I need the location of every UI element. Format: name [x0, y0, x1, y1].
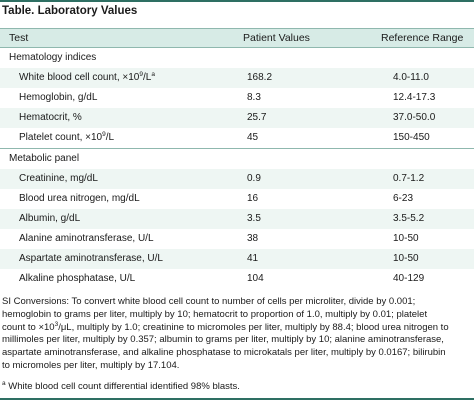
note-text: /μL, multiply by 1.0; creatinine to micr… — [58, 321, 449, 333]
row-test-name: Hematocrit, % — [19, 112, 82, 123]
note-line: millimoles per liter, multiply by 0.357;… — [2, 334, 444, 346]
row-patient-value: 25.7 — [247, 112, 267, 123]
row-reference-range: 150-450 — [393, 132, 430, 143]
row-test-name: Albumin, g/dL — [19, 213, 81, 224]
footnote-text: White blood cell count differential iden… — [5, 381, 240, 392]
row-patient-value: 3.5 — [247, 213, 261, 224]
row-patient-value: 41 — [247, 253, 259, 264]
row-patient-value: 45 — [247, 132, 259, 143]
note-line: SI Conversions: To convert white blood c… — [2, 296, 416, 307]
footnote: a White blood cell count differential id… — [2, 380, 472, 394]
row-reference-range: 6-23 — [393, 193, 414, 204]
row-reference-range: 37.0-50.0 — [393, 112, 436, 123]
table-row: White blood cell count, ×109/La 168.2 4.… — [0, 68, 474, 88]
section-label-text: Hematology indices — [9, 52, 97, 63]
row-test-name: White blood cell count, ×109/La — [19, 68, 155, 88]
row-test-name: Creatinine, mg/dL — [19, 173, 98, 184]
row-test-name: Platelet count, ×109/L — [19, 128, 114, 148]
header-reference-range: Reference Range — [381, 32, 464, 44]
superscript: 9 — [139, 71, 143, 78]
superscript: 9 — [102, 131, 106, 138]
row-patient-value: 168.2 — [247, 72, 273, 83]
footnote-marker: a — [151, 71, 155, 78]
table-row: Creatinine, mg/dL 0.9 0.7-1.2 — [0, 169, 474, 189]
table-row: Alanine aminotransferase, U/L 38 10-50 — [0, 229, 474, 249]
spacer-transparent — [0, 269, 474, 289]
table-row: Albumin, g/dL 3.5 3.5-5.2 — [0, 209, 474, 229]
table-row: Blood urea nitrogen, mg/dL 16 6-23 — [0, 189, 474, 209]
section-label-text: Metabolic panel — [9, 153, 80, 164]
superscript: 3 — [54, 320, 59, 328]
section-divider — [0, 148, 474, 149]
row-test-name: Blood urea nitrogen, mg/dL — [19, 193, 140, 204]
note-line: hemoglobin to grams per liter, multiply … — [2, 308, 428, 320]
table-row: Hematocrit, % 25.7 37.0-50.0 — [0, 108, 474, 128]
table-row: Hemoglobin, g/dL 8.3 12.4-17.3 — [0, 88, 474, 108]
note-line: aspartate aminotransferase, and alkaline… — [2, 347, 446, 359]
row-reference-range: 3.5-5.2 — [393, 213, 425, 224]
note-line: count to ×103/μL, multiply by 1.0; creat… — [2, 320, 472, 335]
header-test: Test — [9, 32, 29, 44]
test-name-text: White blood cell count, ×10 — [19, 72, 140, 83]
test-name-text: Platelet count, ×10 — [19, 132, 103, 143]
row-reference-range: 10-50 — [393, 253, 419, 264]
section-label-metabolic: Metabolic panel — [0, 149, 474, 169]
note-line: to micromoles per liter, multiply by 17.… — [2, 359, 180, 371]
bottom-rule — [0, 398, 474, 400]
row-patient-value: 0.9 — [247, 173, 261, 184]
row-test-name: Hemoglobin, g/dL — [19, 92, 98, 103]
row-patient-value: 8.3 — [247, 92, 261, 103]
footnote-marker: a — [2, 380, 6, 387]
row-reference-range: 4.0-11.0 — [393, 72, 429, 83]
row-reference-range: 10-50 — [393, 233, 419, 244]
row-test-name: Aspartate aminotransferase, U/L — [19, 253, 163, 264]
si-conversions-note: SI Conversions: To convert white blood c… — [2, 296, 472, 373]
row-test-name: Alanine aminotransferase, U/L — [19, 233, 154, 244]
row-reference-range: 12.4-17.3 — [393, 92, 436, 103]
table-title: Table. Laboratory Values — [0, 0, 474, 21]
row-test-name: Alkaline phosphatase, U/L — [19, 273, 136, 284]
table-header: Test Patient Values Reference Range — [0, 28, 474, 48]
test-unit-text: /L — [105, 132, 115, 143]
row-patient-value: 16 — [247, 193, 259, 204]
row-patient-value: 38 — [247, 233, 259, 244]
table-row: Alkaline phosphatase, U/L 104 40-129 — [0, 269, 474, 289]
section-label-hematology: Hematology indices — [0, 48, 474, 68]
row-reference-range: 0.7-1.2 — [393, 173, 425, 184]
row-patient-value: 104 — [247, 273, 264, 284]
row-reference-range: 40-129 — [393, 273, 425, 284]
note-text: count to ×10 — [2, 321, 55, 333]
test-unit-text: /L — [142, 72, 152, 83]
table-row: Platelet count, ×109/L 45 150-450 — [0, 128, 474, 148]
header-patient-values: Patient Values — [243, 32, 310, 44]
table-row: Aspartate aminotransferase, U/L 41 10-50 — [0, 249, 474, 269]
